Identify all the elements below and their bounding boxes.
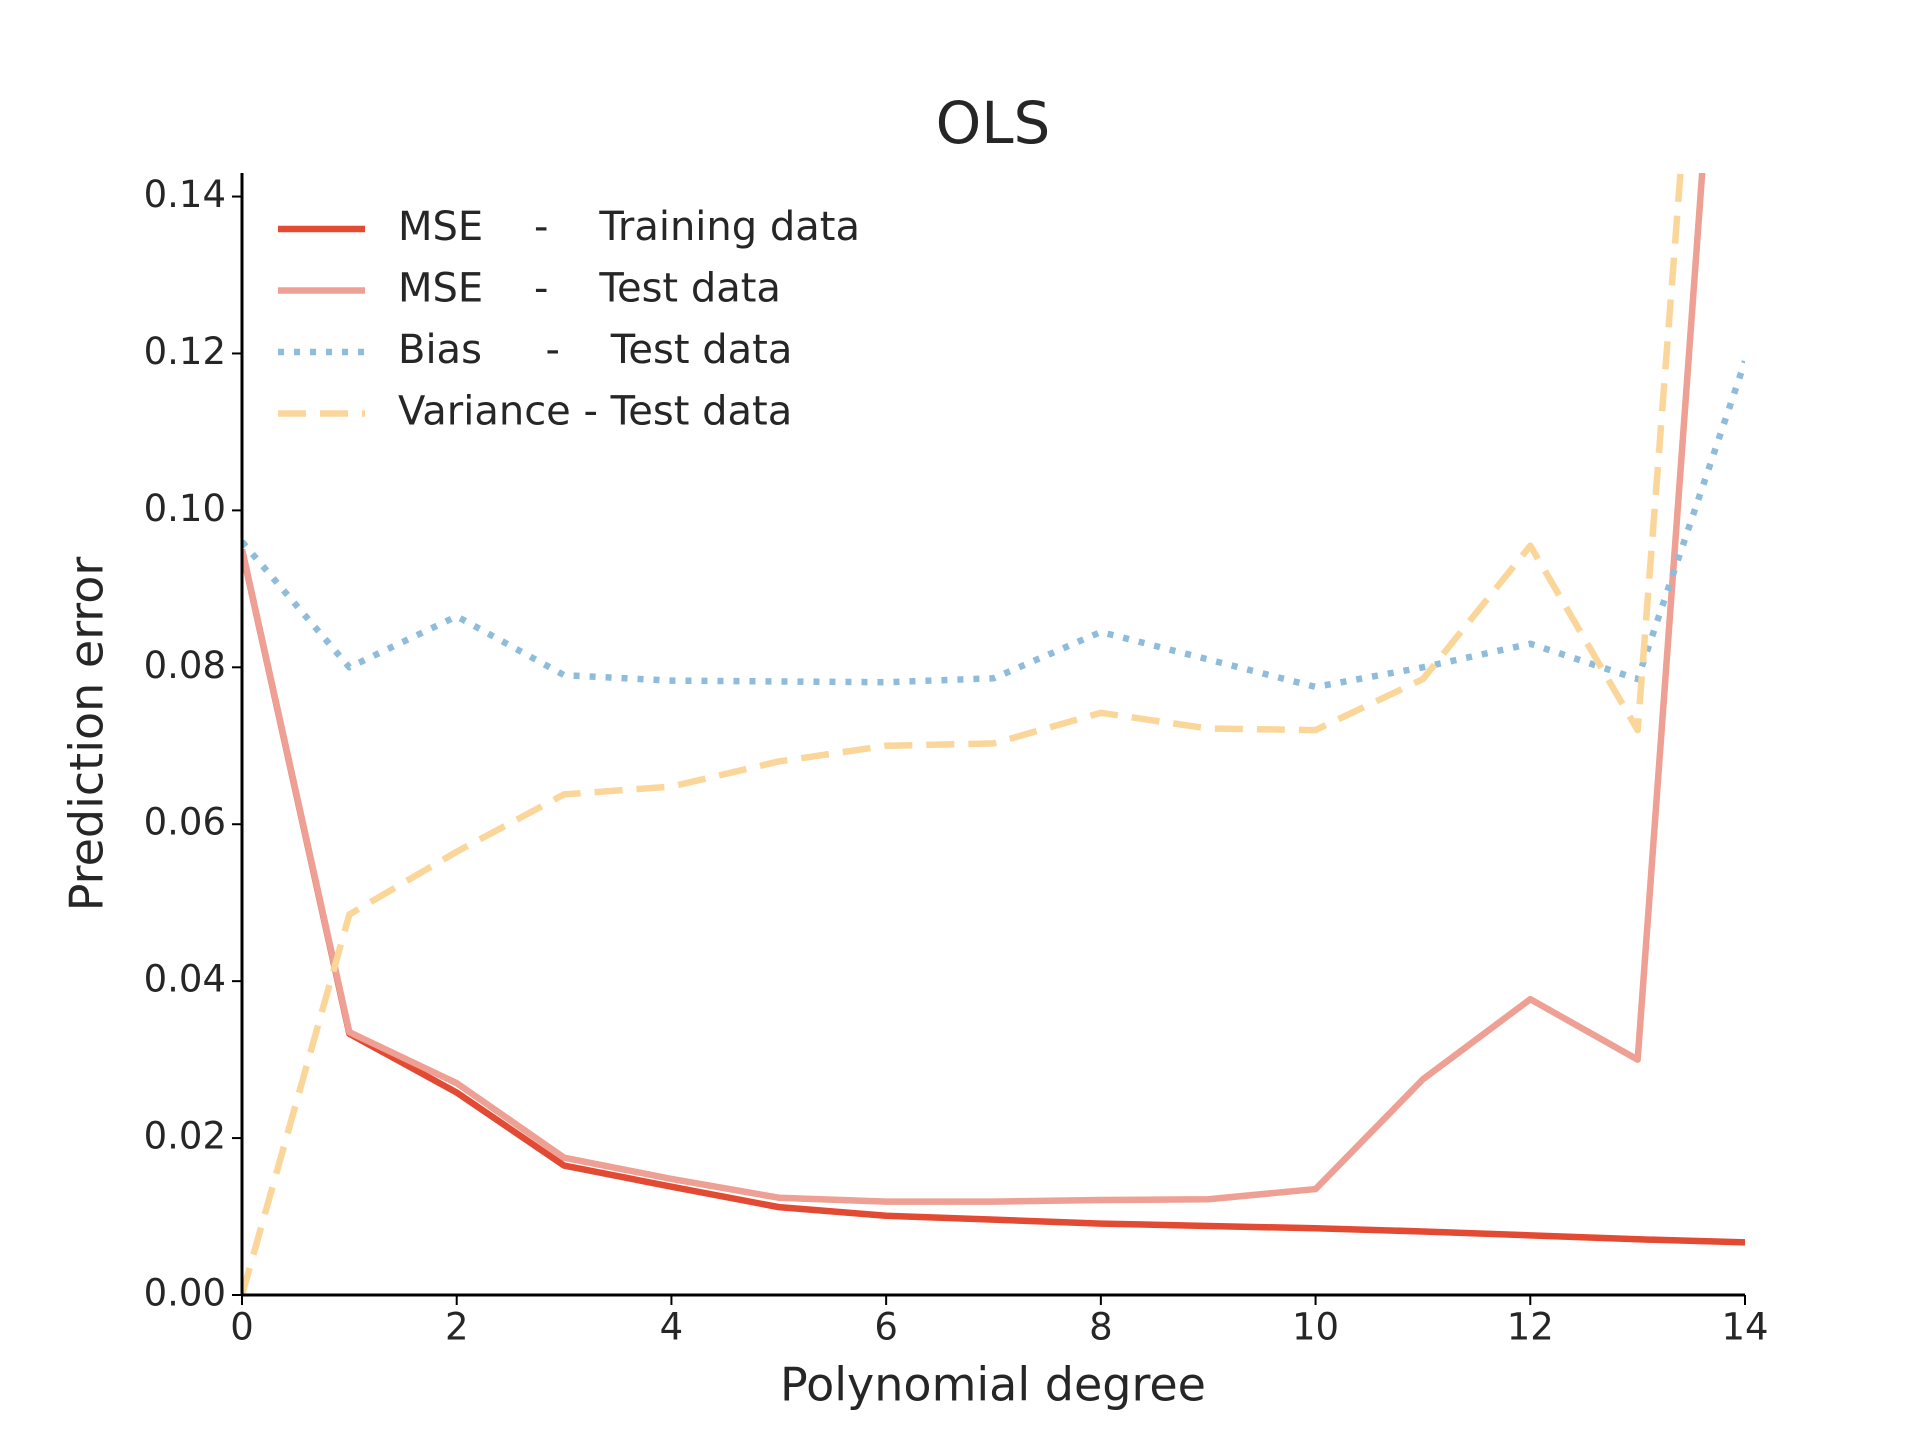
x-axis-label: Polynomial degree — [780, 1358, 1206, 1412]
plot-area — [242, 173, 1745, 1295]
y-tick-label: 0.14 — [144, 173, 226, 216]
x-tick-label: 10 — [1292, 1306, 1339, 1349]
legend-label: MSE - Training data — [398, 204, 860, 250]
x-tick-label: 12 — [1507, 1306, 1554, 1349]
x-tick-label: 8 — [1089, 1306, 1113, 1349]
y-tick-label: 0.10 — [144, 487, 226, 530]
y-tick-label: 0.06 — [144, 801, 226, 844]
x-tick-label: 2 — [445, 1306, 469, 1349]
legend-label: Variance - Test data — [398, 389, 792, 435]
x-tick-label: 4 — [660, 1306, 684, 1349]
y-tick-label: 0.00 — [144, 1272, 226, 1315]
y-tick-label: 0.02 — [144, 1115, 226, 1158]
y-tick-label: 0.04 — [144, 958, 226, 1001]
series-line — [242, 173, 1706, 1205]
legend-label: Bias - Test data — [398, 327, 792, 373]
series-line — [242, 548, 1745, 1246]
y-tick-label: 0.08 — [144, 644, 226, 687]
series-line — [242, 360, 1745, 691]
y-axis-label: Prediction error — [60, 557, 114, 912]
x-tick-label: 14 — [1721, 1306, 1768, 1349]
chart-title: OLS — [936, 89, 1051, 157]
x-tick-label: 0 — [230, 1306, 254, 1349]
x-tick-label: 6 — [874, 1306, 898, 1349]
series-line — [242, 173, 1684, 1295]
y-tick-label: 0.12 — [144, 330, 226, 373]
legend-label: MSE - Test data — [398, 266, 781, 312]
